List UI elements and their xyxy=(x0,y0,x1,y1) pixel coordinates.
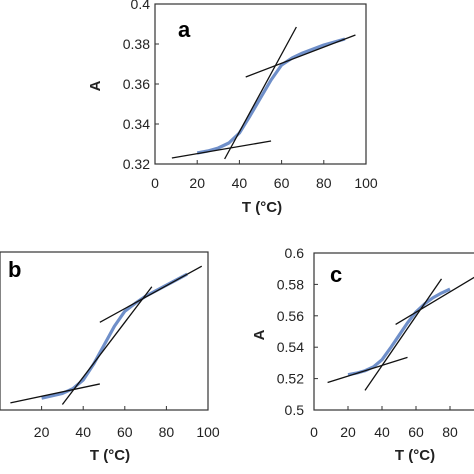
x-tick-label: 20 xyxy=(189,175,205,191)
x-tick-label: 40 xyxy=(374,424,390,440)
panel-a: 0.32 0.34 0.36 0.38 0.4 0 20 40 60 80 100 a T (°C) A xyxy=(87,0,378,216)
y-tick-label: 0.5 xyxy=(285,402,305,418)
tangent-line xyxy=(327,356,408,384)
x-tick-label: 100 xyxy=(196,424,220,440)
x-tick-label: 60 xyxy=(408,424,424,440)
x-tick-label: 80 xyxy=(316,175,332,191)
x-tick-label: 80 xyxy=(442,424,458,440)
plot-frame xyxy=(313,252,474,411)
x-tick-label: 20 xyxy=(340,424,356,440)
panel-letter: c xyxy=(330,262,342,287)
y-tick-label: 0.32 xyxy=(123,156,150,172)
x-tick-label: 0 xyxy=(151,175,159,191)
x-tick-label: 20 xyxy=(34,424,50,440)
panel-c: 0.5 0.52 0.54 0.56 0.58 0.6 0 20 40 60 80 c T (°C) A xyxy=(251,245,474,464)
tangent-line xyxy=(61,286,153,405)
y-tick-label: 0.4 xyxy=(131,0,151,12)
x-axis-label: T (°C) xyxy=(242,199,282,216)
y-tick-label: 0.34 xyxy=(123,116,150,132)
x-tick-label: 40 xyxy=(75,424,91,440)
tangent-line xyxy=(245,34,356,78)
y-tick-label: 0.52 xyxy=(277,371,304,387)
y-tick-label: 0.38 xyxy=(123,36,150,52)
x-tick-label: 40 xyxy=(232,175,248,191)
y-axis-label: A xyxy=(251,329,268,340)
y-tick-label: 0.58 xyxy=(277,276,304,292)
x-axis-label: T (°C) xyxy=(395,447,435,464)
tangent-line xyxy=(364,278,443,391)
y-tick-label: 0.56 xyxy=(277,308,304,324)
y-tick-label: 0.54 xyxy=(277,339,304,355)
y-tick-label: 0.6 xyxy=(285,245,305,261)
y-axis-label: A xyxy=(87,80,104,91)
panel-letter: a xyxy=(178,17,191,42)
tangent-line xyxy=(10,383,100,404)
data-series-line xyxy=(347,287,451,377)
y-tick-label: 0.36 xyxy=(123,76,150,92)
x-tick-label: 60 xyxy=(117,424,133,440)
panel-b: 20 40 60 80 100 b T (°C) xyxy=(0,251,220,464)
x-tick-label: 60 xyxy=(274,175,290,191)
x-tick-label: 80 xyxy=(159,424,175,440)
tangent-line xyxy=(171,140,272,159)
tangent-line xyxy=(395,276,474,325)
plot-frame xyxy=(0,251,209,411)
panel-letter: b xyxy=(8,257,21,282)
tangent-line xyxy=(224,26,297,160)
x-tick-label: 0 xyxy=(310,424,318,440)
x-axis-label: T (°C) xyxy=(90,447,130,464)
x-tick-label: 100 xyxy=(354,175,378,191)
data-series-line xyxy=(196,37,346,155)
tangent-line xyxy=(99,265,203,323)
